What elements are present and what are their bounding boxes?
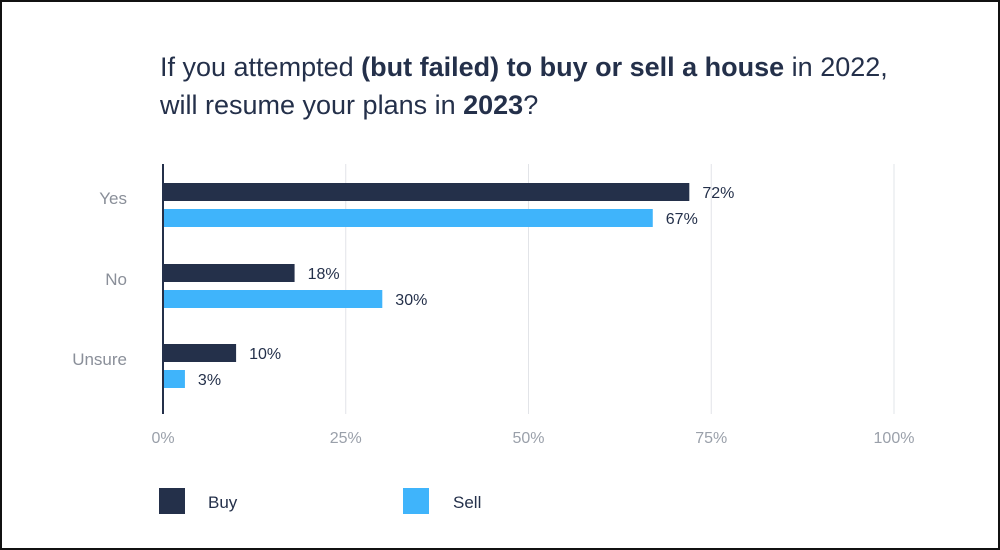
bar-buy-yes: [163, 183, 690, 201]
data-label: 18%: [308, 266, 340, 283]
legend-label: Sell: [453, 493, 481, 512]
title-part: will resume your plans in: [160, 90, 464, 120]
category-label: No: [105, 270, 127, 289]
title-part-bold: 2023: [463, 90, 524, 120]
title-part-bold: (but failed) to buy or sell a house: [361, 52, 785, 82]
title-part: ?: [523, 90, 539, 120]
title-part: If you attempted: [160, 52, 362, 82]
x-tick-label: 25%: [330, 430, 362, 447]
bar-buy-unsure: [163, 344, 237, 362]
x-tick-label: 75%: [695, 430, 727, 447]
bar-sell-yes: [163, 209, 653, 227]
title-part: in 2022,: [784, 52, 888, 82]
legend-swatch-buy: [159, 488, 185, 514]
bar-sell-unsure: [163, 370, 185, 388]
chart-title: If you attempted (but failed) to buy or …: [160, 48, 960, 124]
category-label: Yes: [99, 189, 127, 208]
legend-swatch-sell: [403, 488, 429, 514]
bar-sell-no: [163, 290, 383, 308]
data-label: 72%: [702, 185, 734, 202]
legend-label: Buy: [208, 493, 238, 512]
bar-buy-no: [163, 264, 295, 282]
x-tick-label: 50%: [512, 430, 544, 447]
x-tick-label: 0%: [151, 430, 174, 447]
data-label: 3%: [198, 372, 221, 389]
data-label: 67%: [666, 211, 698, 228]
x-tick-label: 100%: [874, 430, 915, 447]
data-label: 10%: [249, 346, 281, 363]
data-label: 30%: [395, 292, 427, 309]
category-label: Unsure: [72, 350, 127, 369]
